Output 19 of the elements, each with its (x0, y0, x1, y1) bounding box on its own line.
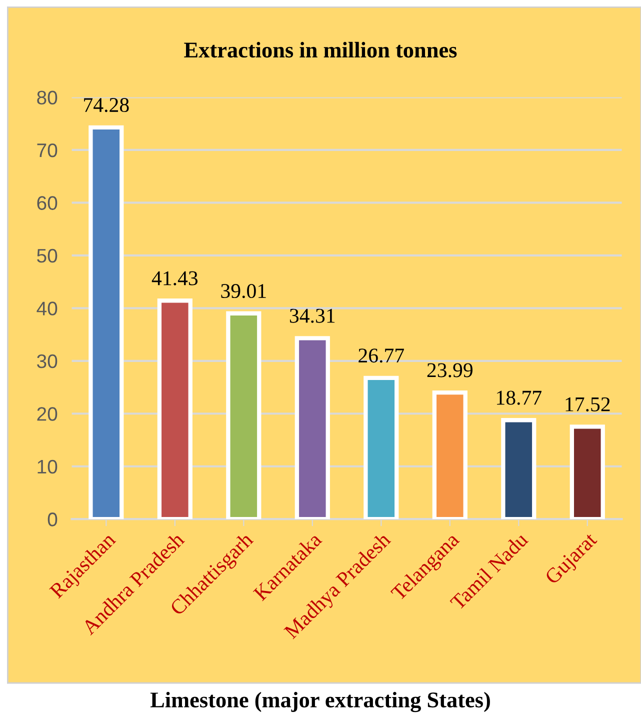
chart-title: Extractions in million tonnes (184, 42, 457, 58)
y-tick-label: 60 (37, 196, 58, 210)
data-label: 34.31 (290, 308, 335, 323)
y-tick-label: 20 (37, 407, 58, 421)
y-tick-label: 30 (37, 354, 58, 368)
y-tick-label: 40 (36, 302, 58, 316)
data-label: 23.99 (427, 363, 472, 378)
y-tick-label: 80 (37, 90, 58, 104)
data-label: 17.52 (566, 397, 610, 412)
y-tick-label: 70 (37, 143, 58, 158)
y-tick-label: 0 (48, 512, 58, 526)
data-label: 26.77 (358, 348, 404, 363)
data-label: 41.43 (152, 271, 198, 286)
data-label: 74.28 (84, 98, 129, 112)
data-label: 18.77 (497, 390, 542, 405)
y-tick-label: 50 (37, 248, 58, 263)
data-label: 39.01 (221, 284, 266, 298)
text: Limestone (major extracting States) (150, 692, 490, 712)
y-tick-label: 10 (38, 460, 58, 474)
